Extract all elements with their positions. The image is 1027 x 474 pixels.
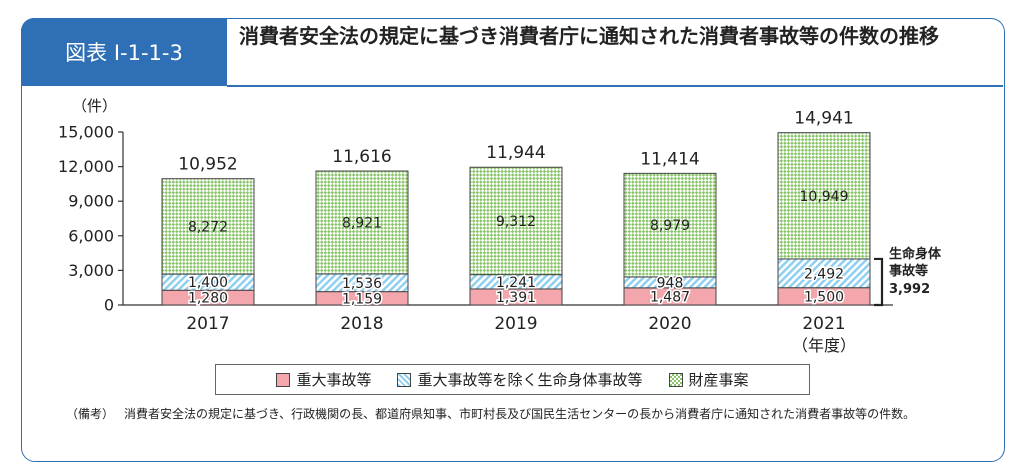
title-divider [227, 85, 1003, 87]
y-tick-label: 12,000 [58, 157, 114, 176]
data-label-property: 8,979 [650, 218, 690, 234]
legend-label-life: 重大事故等を除く生命身体事故等 [417, 371, 643, 389]
data-label-property: 9,312 [496, 214, 536, 230]
y-axis-label: （件） [72, 97, 117, 115]
data-label-serious: 1,280 [188, 291, 228, 307]
figure-label: 図表 I-1-1-3 [21, 18, 227, 86]
y-tick-label: 6,000 [68, 226, 114, 245]
legend-swatch-property [668, 372, 683, 387]
data-label-serious: 1,391 [496, 290, 536, 306]
data-label-serious: 1,500 [804, 289, 844, 305]
data-label-life: 1,400 [188, 275, 228, 291]
footnote-label: （備考） [66, 407, 115, 421]
bar-segment-property [623, 172, 717, 278]
legend: 重大事故等 重大事故等を除く生命身体事故等 財産事案 [215, 364, 810, 395]
x-tick-label: 2018 [340, 314, 383, 334]
total-label: 11,944 [486, 143, 545, 163]
y-tick-label: 3,000 [68, 261, 114, 280]
y-tick-label: 0 [104, 296, 114, 315]
x-tick-label: 2020 [648, 314, 691, 334]
legend-item-property: 財産事案 [668, 369, 749, 390]
bracket-label: 事故等 [889, 263, 928, 279]
bar-segment-property [315, 170, 409, 275]
legend-swatch-serious [276, 372, 291, 387]
data-label-life: 2,492 [804, 266, 844, 282]
data-label-property: 10,949 [800, 189, 849, 205]
data-label-property: 8,921 [342, 215, 382, 231]
data-label-life: 948 [657, 275, 684, 291]
legend-item-life: 重大事故等を除く生命身体事故等 [397, 369, 643, 390]
legend-label-serious: 重大事故等 [296, 371, 372, 389]
bar-segment-property [161, 178, 255, 275]
data-label-serious: 1,487 [650, 289, 690, 305]
x-tick-label: 2021 [802, 314, 845, 334]
data-label-serious: 1,159 [342, 291, 382, 307]
x-tick-label: 2019 [494, 314, 537, 334]
y-tick-label: 15,000 [58, 123, 114, 142]
bracket-line [874, 257, 884, 307]
legend-label-property: 財産事案 [688, 371, 749, 389]
total-label: 10,952 [178, 155, 237, 175]
total-label: 14,941 [794, 109, 853, 129]
y-tick-label: 9,000 [68, 192, 114, 211]
data-label-life: 1,536 [342, 276, 382, 292]
figure-title: 消費者安全法の規定に基づき消費者庁に通知された消費者事故等の件数の推移 [239, 24, 939, 48]
x-tick-label: 2017 [186, 314, 229, 334]
bar-segment-property [777, 132, 871, 260]
total-label: 11,414 [640, 149, 699, 169]
bracket-value: 3,992 [889, 282, 930, 297]
data-label-property: 8,272 [188, 219, 228, 235]
legend-swatch-life [397, 372, 412, 387]
total-label: 11,616 [332, 147, 391, 167]
bar-segment-property [469, 166, 563, 276]
bracket-label: 生命身体 [889, 246, 942, 262]
data-label-life: 1,241 [496, 275, 536, 291]
footnote-text: 消費者安全法の規定に基づき、行政機関の長、都道府県知事、市町村長及び国民生活セン… [124, 407, 916, 421]
legend-item-serious: 重大事故等 [276, 369, 371, 390]
x-axis-label: （年度） [792, 336, 856, 355]
figure-frame [21, 18, 1005, 462]
bar-segment-life [777, 258, 871, 289]
